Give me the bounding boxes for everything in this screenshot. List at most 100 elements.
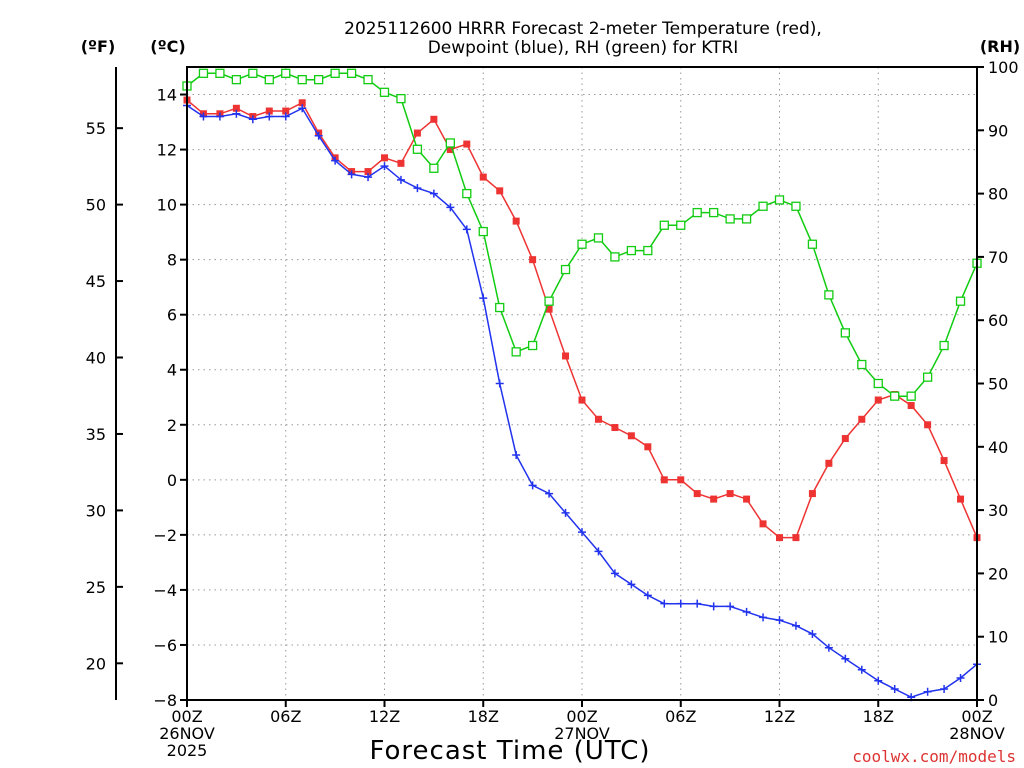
temperature-point [792, 534, 800, 542]
fahrenheit-unit-label: (ºF) [81, 37, 116, 56]
rh-point [840, 328, 850, 338]
time-tick-label: 06Z [270, 707, 301, 726]
rh-point [824, 290, 834, 300]
rh-point [231, 75, 242, 85]
dewpoint-point [709, 602, 718, 611]
rh-point [955, 296, 966, 306]
rh-point [643, 245, 653, 256]
dewpoint-point [281, 112, 290, 121]
dewpoint-point [396, 175, 405, 184]
fahrenheit-tick-label: 40 [86, 349, 106, 368]
time-tick-label: 06Z [665, 707, 696, 726]
fahrenheit-tick-label: 25 [86, 578, 106, 597]
temperature-point [298, 99, 306, 107]
rh-point [412, 144, 423, 154]
temperature-point [364, 168, 372, 176]
dewpoint-point [413, 184, 422, 193]
dewpoint-point [364, 173, 373, 182]
temperature-point [940, 457, 948, 465]
celsius-tick-label: 4 [167, 361, 177, 380]
rh-point [939, 340, 949, 351]
dewpoint-point [248, 115, 257, 124]
rh-point [248, 68, 258, 78]
dewpoint-point [693, 599, 702, 608]
rh-point [346, 68, 357, 78]
temperature-point [463, 140, 471, 148]
dewpoint-point [857, 665, 866, 674]
time-tick-label: 00Z [961, 707, 992, 726]
chart-title-line-1: 2025112600 HRRR Forecast 2-meter Tempera… [344, 19, 822, 39]
dewpoint-point [446, 203, 455, 212]
rh-tick-label: 20 [988, 564, 1008, 583]
temperature-point [726, 490, 734, 498]
temperature-point [265, 107, 273, 115]
date-tick-label: 26NOV [159, 724, 215, 743]
time-tick-label: 18Z [863, 707, 894, 726]
celsius-tick-label: 6 [167, 306, 177, 325]
dewpoint-point [726, 602, 735, 611]
rh-point [281, 68, 291, 78]
rh-point [462, 188, 472, 199]
celsius-tick-label: 10 [157, 196, 177, 215]
rh-tick-label: 10 [988, 628, 1008, 647]
temperature-point [660, 476, 668, 484]
rh-point [198, 68, 209, 78]
temperature-point [430, 115, 438, 123]
rh-tick-label: 70 [988, 248, 1008, 267]
temperature-point [841, 435, 849, 443]
rh-point [593, 233, 604, 243]
temperature-point [529, 256, 537, 264]
temperature-point [924, 421, 932, 429]
time-tick-label: 00Z [566, 707, 597, 726]
dewpoint-point [545, 489, 554, 498]
rh-point [692, 207, 702, 218]
rh-point [676, 220, 686, 230]
rh-point [363, 75, 373, 85]
temperature-point [907, 402, 915, 410]
rh-point [429, 163, 439, 173]
dewpoint-point [660, 599, 669, 608]
time-tick-label: 00Z [171, 707, 202, 726]
rh-point [890, 391, 900, 401]
temperature-point [858, 415, 866, 423]
celsius-tick-label: 12 [157, 141, 177, 160]
dewpoint-point [199, 112, 208, 121]
dewpoint-point [627, 580, 636, 589]
rh-point [610, 252, 620, 262]
temperature-point [232, 104, 240, 112]
rh-tick-label: 100 [988, 58, 1019, 77]
credit-label: coolwx.com/models [852, 747, 1016, 766]
temperature-point [776, 534, 783, 542]
fahrenheit-tick-label: 45 [86, 272, 106, 291]
dewpoint-point [232, 109, 241, 118]
dewpoint-point [594, 547, 603, 556]
rh-tick-label: 0 [988, 691, 998, 710]
rh-point [297, 75, 307, 85]
rh-tick-label: 30 [988, 501, 1008, 520]
fahrenheit-tick-label: 20 [86, 654, 106, 673]
date-tick-label: 27NOV [554, 724, 610, 743]
temperature-point [759, 520, 767, 528]
rh-point [807, 239, 818, 249]
rh-point [791, 201, 801, 211]
temperature-point [693, 490, 701, 498]
rh-point [445, 138, 455, 148]
dewpoint-point [824, 643, 833, 652]
temperature-point [874, 396, 882, 404]
dewpoint-point [874, 676, 883, 685]
dewpoint-point [429, 189, 438, 198]
rh-point [527, 340, 538, 351]
rh-point [922, 372, 933, 382]
rh-point [264, 75, 274, 85]
rh-point [511, 347, 521, 357]
temperature-point [545, 305, 553, 313]
temperature-point [743, 495, 751, 503]
dewpoint-point [495, 379, 504, 388]
rh-point [758, 201, 768, 211]
rh-point [330, 68, 340, 78]
dewpoint-point [956, 673, 965, 682]
fahrenheit-tick-label: 30 [86, 501, 106, 520]
rh-point [577, 239, 587, 249]
rh-point [857, 359, 867, 370]
